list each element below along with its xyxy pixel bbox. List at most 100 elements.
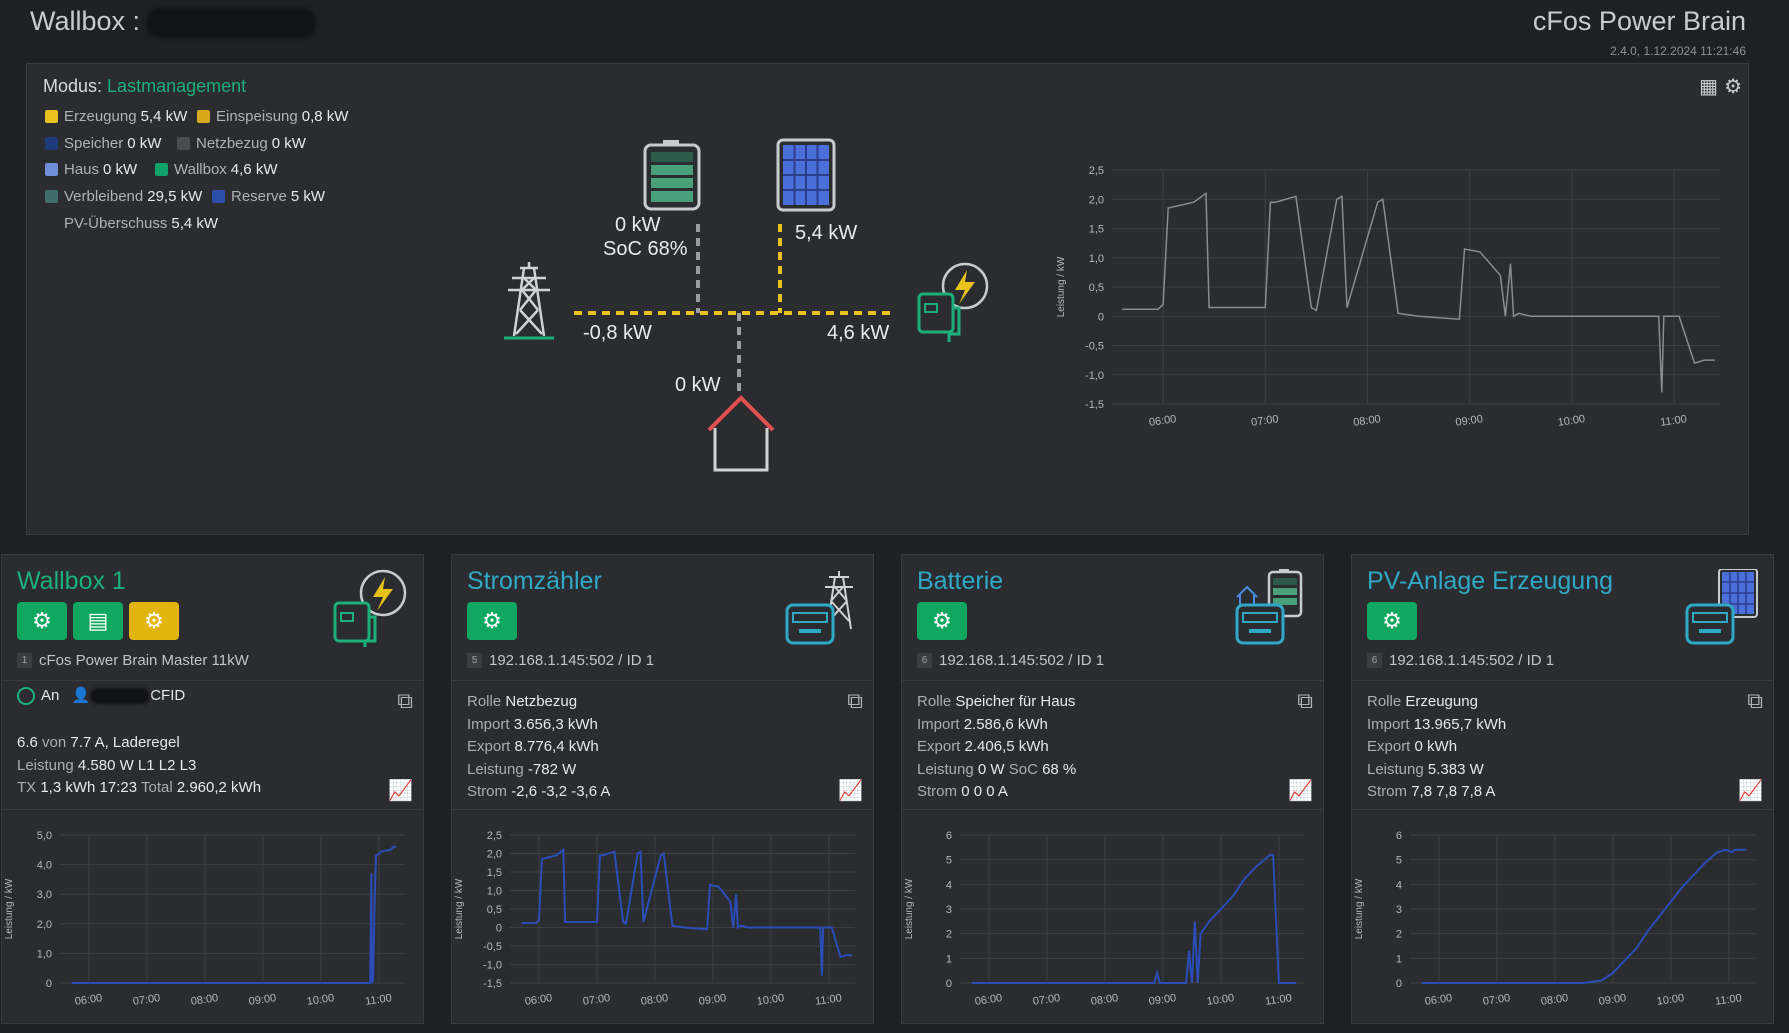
card-title[interactable]: Wallbox 1 bbox=[17, 567, 126, 595]
battery-soc-label: SoC 68% bbox=[603, 238, 688, 260]
y-tick-label: 6 bbox=[1396, 830, 1402, 842]
brand-name: cFos Power Brain bbox=[1532, 6, 1746, 36]
y-tick-label: -0,5 bbox=[1085, 341, 1104, 353]
x-tick-label: 10:00 bbox=[306, 992, 335, 1008]
power-grid-icon bbox=[504, 262, 554, 340]
y-tick-label: 1,0 bbox=[1089, 253, 1104, 265]
legend-value: 29,5 kW bbox=[147, 188, 203, 205]
y-tick-label: 0,5 bbox=[1089, 282, 1104, 294]
y-tick-label: 0,5 bbox=[487, 904, 502, 916]
x-tick-label: 07:00 bbox=[1250, 413, 1279, 429]
y-tick-label: 0 bbox=[946, 978, 952, 990]
y-tick-label: 0 bbox=[1396, 978, 1402, 990]
qr-code-icon[interactable]: ▦ bbox=[1699, 76, 1719, 98]
charging-rules-button[interactable]: ⚙ bbox=[129, 602, 179, 640]
y-tick-label: 0 bbox=[1098, 311, 1104, 323]
device-info: 5 192.168.1.145:502 / ID 1 bbox=[467, 652, 654, 669]
chart-trend-icon[interactable]: 📈 bbox=[838, 780, 863, 802]
y-axis-label: Leistung / kW bbox=[454, 878, 465, 939]
chart-trend-icon[interactable]: 📈 bbox=[1288, 780, 1313, 802]
settings-button[interactable]: ⚙ bbox=[467, 602, 517, 640]
legend-swatch bbox=[45, 110, 58, 123]
x-tick-label: 10:00 bbox=[1557, 413, 1586, 429]
legend-label: Wallbox bbox=[174, 161, 227, 178]
chart-trend-icon[interactable]: 📈 bbox=[1738, 780, 1763, 802]
y-tick-label: 4 bbox=[946, 879, 952, 891]
chart-trend-icon[interactable]: 📈 bbox=[388, 780, 413, 802]
y-tick-label: -1,0 bbox=[483, 960, 502, 972]
redacted-user bbox=[90, 688, 151, 705]
version-timestamp: 2.4.0, 1.12.2024 11:21:46 bbox=[1610, 44, 1746, 58]
card-meter: Stromzähler ⚙ 5 192.168.1.145:502 / ID 1 … bbox=[451, 554, 874, 1024]
y-axis-label: Leistung / kW bbox=[1056, 256, 1067, 317]
y-tick-label: 2,0 bbox=[37, 919, 52, 931]
card-title[interactable]: PV-Anlage Erzeugung bbox=[1367, 567, 1614, 595]
x-tick-label: 08:00 bbox=[1353, 413, 1382, 429]
battery-meter-icon bbox=[1235, 569, 1303, 645]
y-axis-label: Leistung / kW bbox=[1354, 878, 1365, 939]
legend-value: 5 kW bbox=[290, 188, 326, 205]
legend-value: 0 kW bbox=[127, 135, 162, 152]
open-external-icon[interactable]: ⧉ bbox=[397, 688, 413, 713]
legend-label: Haus bbox=[64, 161, 100, 178]
y-tick-label: -0,5 bbox=[483, 941, 502, 953]
legend-item: Haus 0 kW bbox=[45, 161, 137, 178]
house-power-label: 0 kW bbox=[675, 374, 721, 396]
legend-item: PV-Überschuss 5,4 kW bbox=[45, 215, 218, 232]
energy-overview-panel: Modus: Lastmanagement ▦ ⚙ Erzeugung 5,4 k… bbox=[26, 63, 1749, 535]
battery-power-chart: 6 5 4 3 2 1 0 06:00 07:00 08:00 09:00 10:00 11:00 Lei… bbox=[904, 830, 1305, 1008]
overview-toolbar: ▦ ⚙ bbox=[1699, 74, 1742, 99]
card-battery: Batterie ⚙ 6 192.168.1.145:502 / ID 1 Rol… bbox=[901, 554, 1324, 1024]
y-tick-label: 4,0 bbox=[37, 860, 52, 872]
y-tick-label: 0 bbox=[46, 978, 52, 990]
y-tick-label: 3 bbox=[1396, 904, 1402, 916]
x-tick-label: 11:00 bbox=[1660, 413, 1688, 429]
house-icon bbox=[707, 395, 775, 472]
legend-label: PV-Überschuss bbox=[64, 215, 168, 232]
settings-button[interactable]: ⚙ bbox=[1367, 602, 1417, 640]
y-tick-label: 2,0 bbox=[487, 849, 502, 861]
card-wallbox: Wallbox 1 ⚙ ▤ ⚙ 1 cFos Power Brain Master… bbox=[1, 554, 424, 1024]
card-title[interactable]: Stromzähler bbox=[467, 567, 602, 595]
card-title[interactable]: Batterie bbox=[917, 567, 1004, 595]
device-info: 1 cFos Power Brain Master 11kW bbox=[17, 652, 249, 669]
x-tick-label: 06:00 bbox=[74, 992, 103, 1008]
y-tick-label: 3 bbox=[946, 904, 952, 916]
legend-item: Einspeisung 0,8 kW bbox=[197, 108, 348, 125]
x-tick-label: 06:00 bbox=[1424, 992, 1453, 1008]
series-line bbox=[1122, 191, 1715, 393]
legend-item: Erzeugung 5,4 kW bbox=[45, 108, 187, 125]
battery-details: Rolle Speicher für Haus Import 2.586,6 k… bbox=[917, 693, 1077, 800]
x-tick-label: 08:00 bbox=[640, 992, 669, 1008]
settings-button[interactable]: ⚙ bbox=[917, 602, 967, 640]
pv-power-chart: 6 5 4 3 2 1 0 06:00 07:00 08:00 09:00 10:00 11:00 Lei… bbox=[1354, 830, 1755, 1008]
series-line bbox=[521, 847, 853, 976]
legend-item: Verbleibend 29,5 kW bbox=[45, 188, 202, 205]
meter-icon bbox=[785, 571, 853, 645]
open-external-icon[interactable]: ⧉ bbox=[1747, 688, 1763, 713]
mode-value[interactable]: Lastmanagement bbox=[107, 76, 247, 96]
settings-button[interactable]: ⚙ bbox=[17, 602, 67, 640]
x-tick-label: 08:00 bbox=[190, 992, 219, 1008]
x-tick-label: 07:00 bbox=[1482, 992, 1511, 1008]
battery-icon bbox=[643, 140, 701, 211]
open-external-icon[interactable]: ⧉ bbox=[1297, 688, 1313, 713]
legend-label: Verbleibend bbox=[64, 188, 144, 205]
y-axis-label: Leistung / kW bbox=[4, 878, 15, 939]
open-external-icon[interactable]: ⧉ bbox=[847, 688, 863, 713]
card-pv: PV-Anlage Erzeugung ⚙ 6 192.168.1.145:502… bbox=[1351, 554, 1774, 1024]
y-tick-label: 5 bbox=[1396, 855, 1402, 867]
legend-value: 5,4 kW bbox=[140, 108, 188, 125]
rfid-button[interactable]: ▤ bbox=[73, 602, 123, 640]
gear-icon[interactable]: ⚙ bbox=[1724, 76, 1742, 98]
pv-power-label: 5,4 kW bbox=[795, 222, 858, 244]
x-tick-label: 07:00 bbox=[582, 992, 611, 1008]
legend-label: Speicher bbox=[64, 135, 124, 152]
legend-swatch bbox=[197, 110, 210, 123]
x-tick-label: 11:00 bbox=[1714, 992, 1742, 1008]
x-tick-label: 07:00 bbox=[132, 992, 161, 1008]
legend-value: 5,4 kW bbox=[171, 215, 219, 232]
y-tick-label: 2,5 bbox=[1089, 165, 1104, 177]
grid-power-label: -0,8 kW bbox=[583, 322, 652, 344]
y-tick-label: 2,5 bbox=[487, 830, 502, 842]
